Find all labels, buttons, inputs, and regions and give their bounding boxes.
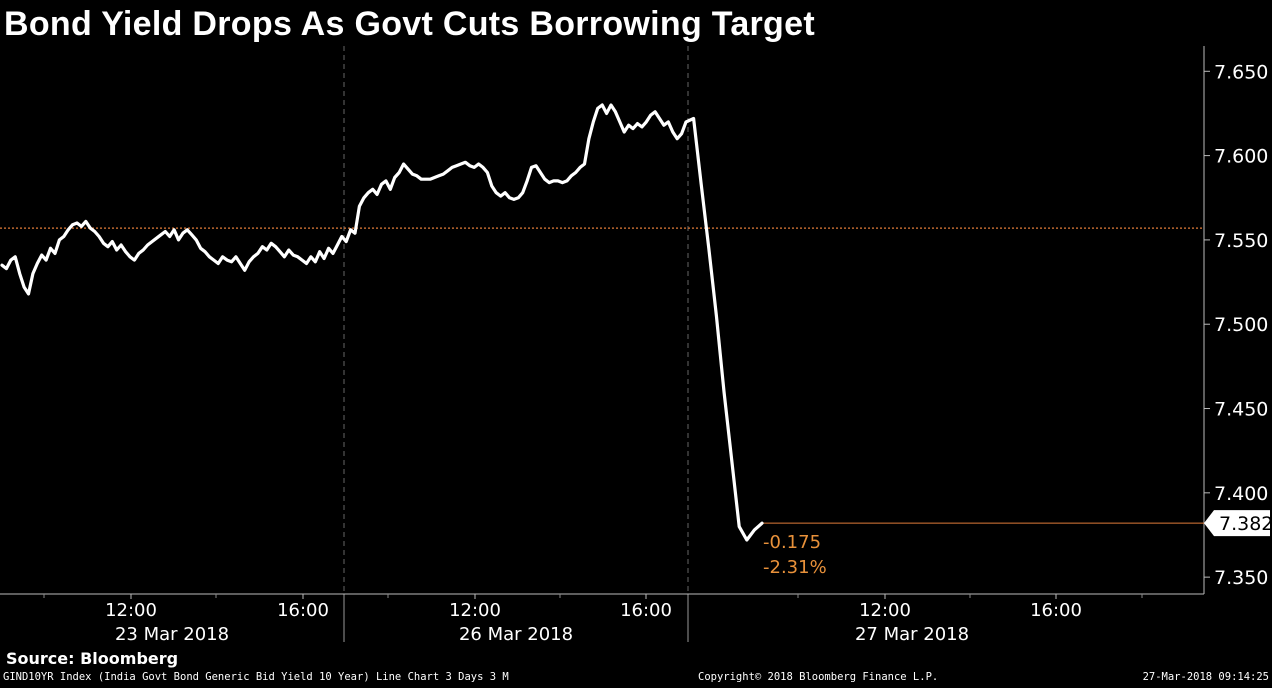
x-time-label: 16:00 <box>277 600 329 621</box>
change-annotation: -0.175 -2.31% <box>763 532 827 578</box>
last-value-label: 7.382 <box>1219 513 1272 535</box>
x-time-label: 12:00 <box>859 600 911 621</box>
x-time-label: 16:00 <box>620 600 672 621</box>
last-value-tag <box>1204 510 1270 537</box>
chart-grid <box>0 46 1205 642</box>
y-tick-label: 7.550 <box>1214 230 1268 252</box>
x-date-label: 27 Mar 2018 <box>855 624 969 645</box>
change-absolute: -0.175 <box>763 532 821 553</box>
y-tick-label: 7.350 <box>1214 567 1268 589</box>
yield-line <box>0 103 764 542</box>
reference-line-group <box>0 227 1204 524</box>
x-time-label: 16:00 <box>1030 600 1082 621</box>
change-percent: -2.31% <box>763 557 827 578</box>
footer-ticker-description: GIND10YR Index (India Govt Bond Generic … <box>3 671 509 683</box>
series-group <box>0 103 764 542</box>
x-date-label: 26 Mar 2018 <box>459 624 573 645</box>
x-date-label: 23 Mar 2018 <box>115 624 229 645</box>
source-note: Source: Bloomberg <box>6 649 179 668</box>
y-tick-label: 7.450 <box>1214 399 1268 421</box>
y-tick-label: 7.500 <box>1214 314 1268 336</box>
footer-copyright: Copyright© 2018 Bloomberg Finance L.P. <box>698 671 939 683</box>
y-axis: 7.650 7.600 7.550 7.500 7.450 7.400 7.350 7.382 <box>1204 61 1272 589</box>
x-axis: 12:00 16:00 12:00 16:00 12:00 16:00 23 Mar 201… <box>43 594 1143 645</box>
y-tick-label: 7.650 <box>1214 61 1268 83</box>
chart-title: Bond Yield Drops As Govt Cuts Borrowing … <box>4 5 815 43</box>
footer-timestamp: 27-Mar-2018 09:14:25 <box>1142 671 1269 683</box>
x-time-label: 12:00 <box>105 600 157 621</box>
y-tick-label: 7.600 <box>1214 146 1268 168</box>
x-time-label: 12:00 <box>449 600 501 621</box>
y-tick-label: 7.400 <box>1214 483 1268 505</box>
